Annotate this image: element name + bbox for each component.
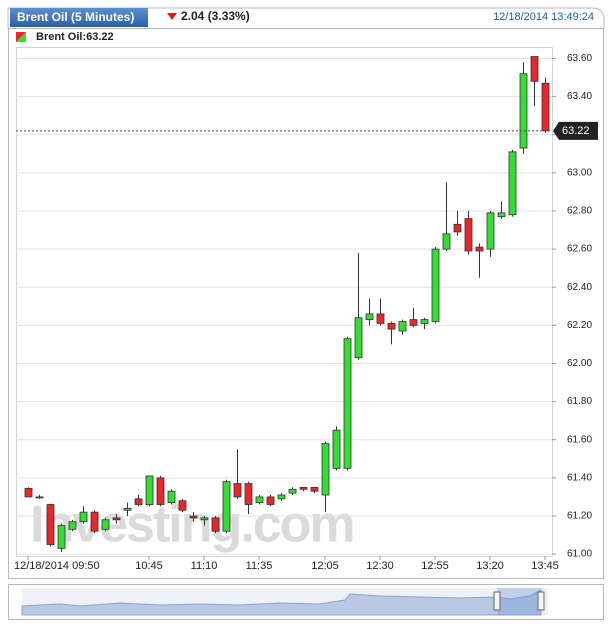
x-tick-label: 12:05 [311,560,339,572]
candle-body [255,496,264,504]
candle-body [112,517,121,521]
candle-body [398,321,407,332]
plot: 61.00 61.20 61.40 61.60 61.80 62.00 62.20 62.40… [14,53,598,572]
candle-body [343,338,352,469]
candle-body [530,56,539,82]
candle-body [101,519,110,530]
x-tick-label: 11:10 [191,560,218,572]
candle-body [156,477,165,505]
x-tick-label: 13:20 [476,560,504,572]
candle-body [134,498,143,505]
y-tick-label: 61.20 [567,511,592,522]
candle-body [233,483,242,498]
last-price-tag [553,121,598,140]
candle-body [35,496,44,499]
candle-body [68,521,77,530]
y-tick-label: 62.20 [567,320,592,331]
navigator-window[interactable] [497,588,541,615]
y-tick-label: 61.40 [567,472,592,483]
y-tick-label: 62.00 [567,358,592,369]
x-tick-label: 12:30 [366,560,394,572]
header-frame [7,7,605,28]
legend: Brent Oil:63.22 [36,31,114,43]
y-tick-label: 62.60 [567,244,592,255]
candle-body [486,212,495,250]
candle-body [387,323,396,330]
navigator-area [21,589,542,616]
candle-body [299,486,308,490]
y-tick-label: 61.00 [567,549,592,560]
candle-body [211,517,220,532]
candle-body [189,515,198,519]
candle-body [167,490,176,504]
down-arrow [167,13,177,20]
candle-body [222,481,231,532]
candle-body [24,487,33,498]
y-tick-label: 63.00 [567,167,592,178]
candle-body [376,313,385,324]
candle-body [288,488,297,494]
candle-body [178,500,187,511]
candle-body [57,525,66,549]
x-tick-label: 11:35 [246,560,273,572]
legend-icon [16,32,26,42]
candle-body [332,429,341,469]
candle-body [519,73,528,149]
candle-body [420,319,429,324]
candle-body [277,494,286,500]
plot-area [16,47,553,557]
y-tick-label: 62.40 [567,282,592,293]
y-tick-label: 63.40 [567,91,592,102]
candle-body [46,504,55,545]
candle-body [310,486,319,492]
candle-body [453,223,462,233]
candle-body [541,82,550,132]
chart-frame [8,28,604,579]
title-tab [10,8,148,27]
x-tick-label: 12/18/2014 09:50 [14,560,100,572]
change: 2.04 (3.33%) [181,9,250,23]
y-tick-label: 62.80 [567,206,592,217]
candle-body [354,317,363,359]
candle-body [321,443,330,496]
candle-body [409,319,418,326]
candle-body [145,475,154,505]
x-tick-label: 13:45 [531,560,559,572]
y-tick-label: 61.80 [567,396,592,407]
candle-body [266,496,275,505]
candle-body [497,212,506,218]
candle-body [508,151,517,216]
y-tick-label: 61.60 [567,434,592,445]
timestamp: 12/18/2014 13:49:24 [493,11,594,23]
x-tick-label: 12:55 [421,560,449,572]
candle-body [123,507,132,511]
title: Brent Oil (5 Minutes) [17,10,134,24]
candle-body [442,233,451,250]
candle-body [475,246,484,252]
candle-body [90,511,99,532]
y-tick-label: 63.60 [567,53,592,64]
candle-body [365,313,374,321]
last-price-label: 63.22 [562,125,590,137]
candle-body [200,517,209,521]
candle-body [244,483,253,505]
watermark: Investing.com [30,496,354,554]
candle-body [464,218,473,252]
navigator-handle[interactable] [493,591,501,611]
x-tick-label: 10:45 [135,560,163,572]
navigator-handle[interactable] [537,591,545,611]
candle-body [431,248,440,322]
candle-body [79,511,88,523]
